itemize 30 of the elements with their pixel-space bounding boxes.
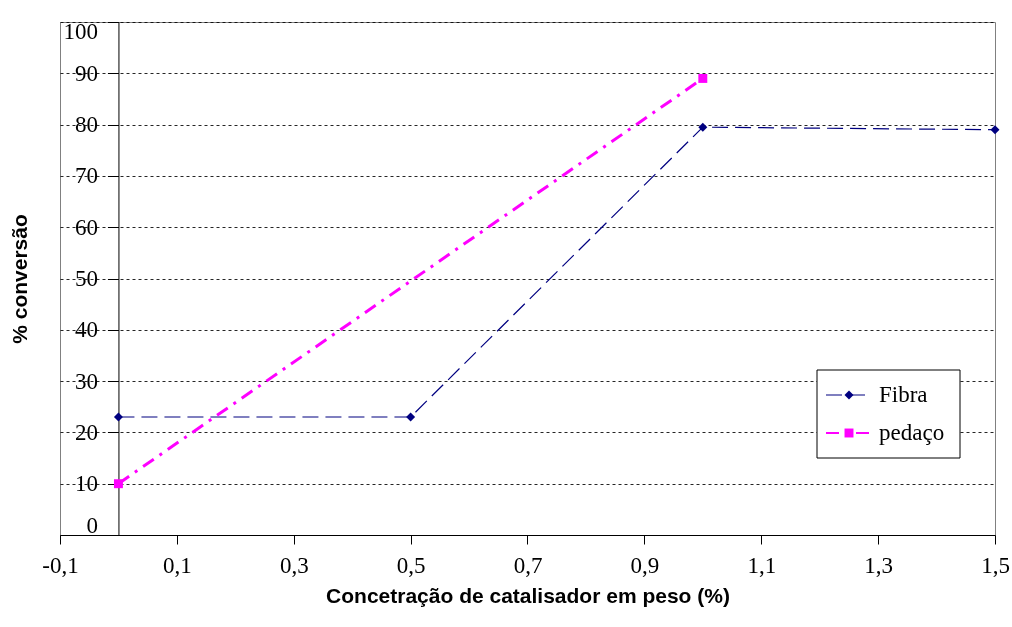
point — [698, 122, 708, 132]
point — [406, 412, 416, 422]
x-tick-label: 0,1 — [163, 552, 192, 578]
y-tick-label: 100 — [63, 18, 98, 44]
y-tick-label: 50 — [74, 266, 98, 291]
x-tick-label: 0,3 — [279, 552, 309, 578]
y-tick-label: 70 — [74, 163, 98, 189]
y-tick-label: 30 — [74, 368, 98, 394]
y-tick-label: 20 — [74, 419, 98, 445]
y-tick-label: 0 — [86, 512, 98, 538]
y-axis-title: % conversão — [7, 214, 31, 344]
point — [113, 479, 123, 489]
y-tick-label: 90 — [74, 60, 98, 86]
x-tick-label: 0,7 — [513, 552, 543, 578]
x-tick-label: 0,5 — [396, 552, 426, 578]
y-tick-label: 60 — [74, 214, 98, 240]
point — [990, 125, 1000, 135]
x-tick-label: -0,1 — [42, 552, 79, 578]
point — [698, 73, 708, 83]
legend-label: Fibra — [879, 382, 928, 407]
y-tick-label: 80 — [74, 112, 98, 138]
x-tick-label: 0,9 — [630, 552, 660, 578]
x-tick-label: 1,1 — [747, 552, 777, 578]
y-tick-label: 10 — [74, 471, 98, 497]
y-tick-label: 40 — [74, 317, 98, 343]
legend-label: pedaço — [879, 420, 945, 445]
x-tick-label: 1,3 — [864, 552, 893, 578]
x-axis-title: Concetração de catalisador em peso (%) — [326, 583, 730, 607]
x-tick-label: 1,5 — [981, 552, 1010, 578]
point — [113, 412, 123, 422]
